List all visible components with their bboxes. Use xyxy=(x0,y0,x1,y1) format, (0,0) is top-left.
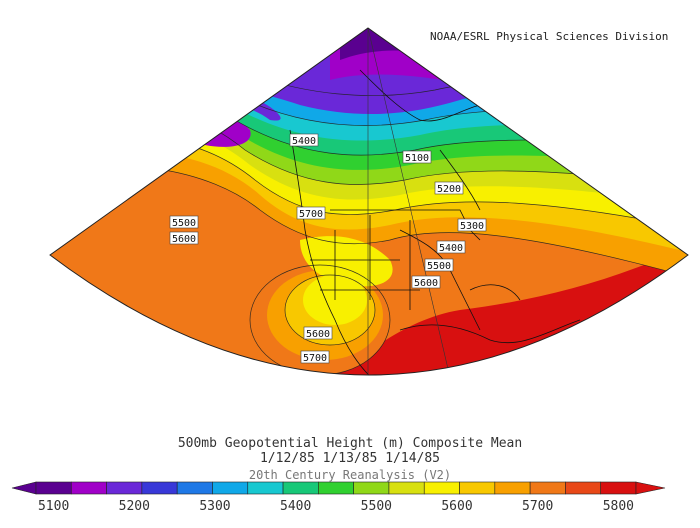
credit-line: NOAA/ESRL Physical Sciences Division xyxy=(430,30,669,43)
contour-label: 5600 xyxy=(303,326,333,340)
colorbar-tick-label: 5600 xyxy=(441,499,472,514)
colorbar-swatch xyxy=(106,481,143,495)
map-dates: 1/12/85 1/13/85 1/14/85 xyxy=(259,451,440,466)
map-title: 500mb Geopotential Height (m) Composite … xyxy=(177,436,523,451)
colorbar-swatch xyxy=(141,481,178,495)
contour-label: 5600 xyxy=(411,275,441,289)
contour-label: 5400 xyxy=(436,240,466,254)
contour-label: 5700 xyxy=(300,350,330,364)
svg-text:5300: 5300 xyxy=(460,221,484,232)
colorbar-swatch xyxy=(388,481,425,495)
colorbar-swatch xyxy=(176,481,213,495)
contour-label: 5400 xyxy=(289,133,319,147)
colorbar-swatch xyxy=(565,481,602,495)
colorbar-swatch xyxy=(247,481,284,495)
colorbar-swatch xyxy=(35,481,72,495)
colorbar-swatches xyxy=(11,481,666,495)
colorbar-tick-label: 5100 xyxy=(38,499,69,514)
contour-label: 5200 xyxy=(434,181,464,195)
contour-labels: 5400 5100 5200 5300 5400 5500 5600 5500 … xyxy=(169,133,487,364)
svg-text:5600: 5600 xyxy=(414,278,438,289)
contour-label: 5300 xyxy=(457,218,487,232)
geopotential-map: 5400 5100 5200 5300 5400 5500 5600 5500 … xyxy=(49,27,689,376)
colorbar-swatch xyxy=(70,481,107,495)
colorbar: 5100 5200 5300 5400 5500 5600 5700 5800 xyxy=(11,481,666,514)
colorbar-over-arrow xyxy=(635,481,666,495)
coastline xyxy=(289,69,581,375)
colorbar-tick-label: 5400 xyxy=(280,499,311,514)
contour-label: 5500 xyxy=(169,215,199,229)
colorbar-swatch xyxy=(600,481,637,495)
colorbar-under-arrow xyxy=(11,481,37,495)
contour-label: 5500 xyxy=(424,258,454,272)
colorbar-swatch xyxy=(318,481,354,495)
contour-field xyxy=(50,28,688,375)
svg-text:5600: 5600 xyxy=(172,234,196,245)
colorbar-ticks: 5100 5200 5300 5400 5500 5600 5700 5800 xyxy=(38,499,634,514)
svg-text:5600: 5600 xyxy=(306,329,330,340)
contour-label: 5600 xyxy=(169,231,199,245)
colorbar-swatch xyxy=(494,481,531,495)
map-source: 20th Century Reanalysis (V2) xyxy=(248,468,452,482)
colorbar-swatch xyxy=(212,481,249,495)
svg-text:5700: 5700 xyxy=(303,353,327,364)
colorbar-tick-label: 5700 xyxy=(522,499,553,514)
colorbar-swatch xyxy=(353,481,390,495)
colorbar-tick-label: 5500 xyxy=(361,499,392,514)
colorbar-swatch xyxy=(459,481,496,495)
colorbar-tick-label: 5800 xyxy=(603,499,634,514)
colorbar-swatch xyxy=(529,481,566,495)
colorbar-tick-label: 5300 xyxy=(199,499,230,514)
colorbar-tick-label: 5200 xyxy=(119,499,150,514)
contour-label: 5700 xyxy=(296,206,326,220)
svg-text:5500: 5500 xyxy=(427,261,451,272)
svg-text:5100: 5100 xyxy=(405,153,429,164)
svg-text:5700: 5700 xyxy=(299,209,323,220)
svg-text:5500: 5500 xyxy=(172,218,196,229)
svg-text:5400: 5400 xyxy=(439,243,463,254)
svg-text:5200: 5200 xyxy=(437,184,461,195)
svg-text:5400: 5400 xyxy=(292,136,316,147)
contour-label: 5100 xyxy=(402,150,432,164)
colorbar-swatch xyxy=(282,481,319,495)
colorbar-swatch xyxy=(423,481,460,495)
